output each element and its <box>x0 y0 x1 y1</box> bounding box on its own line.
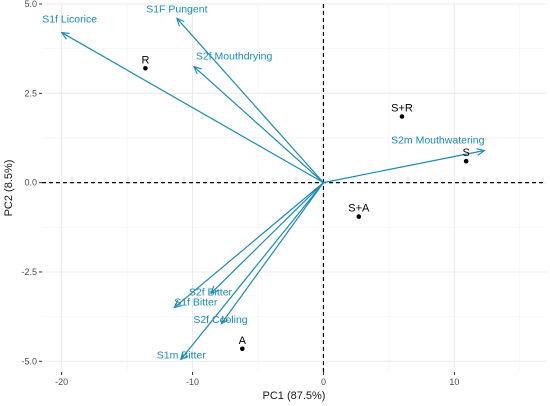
reference-lines <box>42 4 546 372</box>
score-point <box>463 158 469 164</box>
vector-label: S2f Mouthdrying <box>196 51 273 63</box>
vector-arrow <box>221 182 324 324</box>
x-tick-label: -20 <box>55 377 68 387</box>
vector-label: S2m Mouthwatering <box>391 134 485 146</box>
vector-arrow <box>323 150 484 184</box>
score-point-label: S+A <box>348 203 370 215</box>
x-tick-label: -10 <box>186 377 199 387</box>
vector-label: S2f Bitter <box>189 286 233 298</box>
score-point-label: A <box>239 335 247 347</box>
vector-label: S1m Bitter <box>157 349 207 361</box>
score-point-label: S+R <box>391 103 413 115</box>
y-tick-label: 2.5 <box>24 88 37 98</box>
score-point <box>143 66 148 71</box>
vector-arrow <box>211 182 324 294</box>
x-tick-label: 0 <box>321 377 326 387</box>
x-axis-title: PC1 (87.5%) <box>263 390 326 402</box>
vector-arrow <box>62 33 324 184</box>
y-tick-label: -2.5 <box>21 267 37 277</box>
score-point <box>399 114 405 119</box>
x-tick-label: 10 <box>449 377 459 387</box>
y-tick-label: 5.0 <box>24 0 37 9</box>
vector-arrow <box>181 182 324 360</box>
vector-label: S1f Licorice <box>42 14 97 26</box>
axis-ticks: -20 -10 0 10 -5.0 -2.5 0.0 2.5 5.0 <box>21 0 459 387</box>
vector-arrow <box>194 67 324 184</box>
y-axis-title: PC2 (8.5%) <box>3 160 15 217</box>
loading-vectors: S1F Pungent S1f Licorice S2f Mouthdrying S2… <box>42 3 484 361</box>
vector-arrow <box>174 182 324 308</box>
vector-arrow <box>177 18 324 184</box>
vector-label: S1f Bitter <box>174 297 218 309</box>
grid <box>42 3 546 372</box>
score-point <box>356 214 362 219</box>
vector-label: S2f Cooling <box>193 314 247 326</box>
score-points: R S+R S S+A A <box>141 54 470 352</box>
score-point-label: S <box>462 147 469 159</box>
score-point-label: R <box>141 54 149 66</box>
y-tick-label: -5.0 <box>21 356 37 366</box>
vector-label: S1F Pungent <box>146 3 207 15</box>
y-tick-label: 0.0 <box>24 178 37 188</box>
score-point <box>239 346 245 352</box>
